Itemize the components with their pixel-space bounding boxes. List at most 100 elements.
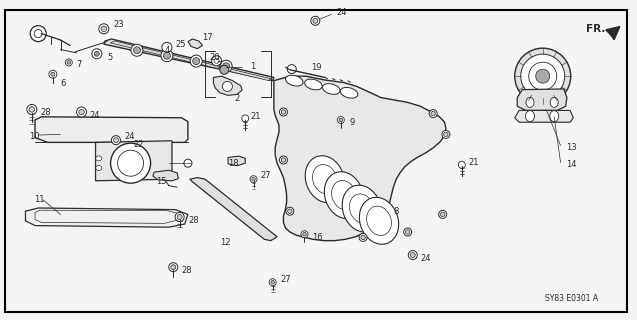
Ellipse shape: [305, 156, 345, 203]
Polygon shape: [515, 110, 573, 122]
Circle shape: [223, 63, 229, 70]
Circle shape: [280, 156, 287, 164]
FancyBboxPatch shape: [5, 10, 627, 312]
Ellipse shape: [332, 180, 356, 210]
Text: 1: 1: [250, 62, 255, 71]
Circle shape: [79, 109, 84, 115]
Text: 15: 15: [156, 177, 166, 186]
Circle shape: [67, 61, 71, 64]
Polygon shape: [35, 117, 188, 142]
Text: SY83 E0301 A: SY83 E0301 A: [545, 294, 598, 303]
Ellipse shape: [550, 111, 559, 122]
Circle shape: [286, 207, 294, 215]
Circle shape: [439, 211, 447, 218]
Text: 8: 8: [394, 207, 399, 216]
Ellipse shape: [304, 79, 322, 90]
Circle shape: [214, 58, 219, 63]
Circle shape: [169, 263, 178, 272]
Text: 27: 27: [280, 275, 291, 284]
Text: 4: 4: [164, 46, 169, 55]
Polygon shape: [104, 39, 274, 81]
Text: 27: 27: [260, 171, 271, 180]
Circle shape: [529, 62, 557, 90]
Text: 5: 5: [107, 53, 112, 62]
Ellipse shape: [322, 84, 340, 94]
Circle shape: [49, 70, 57, 78]
Polygon shape: [213, 76, 242, 95]
Circle shape: [444, 132, 448, 137]
Circle shape: [118, 150, 143, 176]
FancyArrow shape: [606, 27, 620, 40]
Ellipse shape: [342, 185, 382, 232]
Text: 13: 13: [566, 143, 576, 152]
Polygon shape: [110, 41, 271, 81]
Polygon shape: [274, 76, 446, 241]
Circle shape: [66, 59, 72, 66]
Circle shape: [339, 118, 343, 122]
Circle shape: [359, 234, 367, 242]
Polygon shape: [25, 208, 188, 227]
Polygon shape: [190, 178, 277, 241]
Ellipse shape: [285, 75, 303, 86]
Circle shape: [429, 109, 437, 118]
Circle shape: [459, 161, 465, 168]
Circle shape: [313, 18, 318, 23]
Text: 17: 17: [203, 33, 213, 42]
Ellipse shape: [359, 197, 399, 244]
Circle shape: [269, 279, 276, 286]
Ellipse shape: [367, 206, 391, 236]
Ellipse shape: [340, 87, 358, 98]
Circle shape: [441, 212, 445, 217]
Circle shape: [92, 49, 102, 59]
Ellipse shape: [550, 97, 558, 108]
Circle shape: [161, 50, 173, 62]
Circle shape: [406, 230, 410, 234]
Circle shape: [301, 231, 308, 238]
Text: 18: 18: [228, 159, 239, 168]
Text: 28: 28: [188, 216, 199, 225]
Text: 14: 14: [566, 160, 576, 169]
Text: 24: 24: [124, 132, 134, 141]
Circle shape: [131, 44, 143, 56]
Circle shape: [76, 107, 87, 117]
Text: 23: 23: [113, 20, 124, 28]
Circle shape: [222, 81, 233, 92]
Circle shape: [27, 104, 37, 115]
Circle shape: [220, 65, 229, 74]
Circle shape: [520, 54, 565, 98]
Circle shape: [287, 65, 296, 74]
Polygon shape: [188, 39, 203, 49]
Circle shape: [410, 252, 415, 258]
Circle shape: [190, 55, 202, 67]
Text: 19: 19: [311, 63, 321, 72]
Circle shape: [162, 42, 172, 52]
Text: FR.: FR.: [586, 24, 605, 34]
Circle shape: [282, 158, 285, 162]
Circle shape: [175, 212, 184, 221]
Text: 9: 9: [349, 118, 354, 127]
Ellipse shape: [350, 194, 374, 223]
Circle shape: [111, 136, 120, 145]
Circle shape: [338, 116, 344, 124]
Text: 21: 21: [468, 158, 478, 167]
Text: 24: 24: [420, 254, 431, 263]
Circle shape: [30, 26, 47, 42]
Circle shape: [211, 56, 222, 66]
Text: 20: 20: [209, 53, 219, 62]
Text: 25: 25: [175, 40, 185, 49]
Text: 7: 7: [76, 60, 82, 69]
Circle shape: [113, 138, 118, 143]
Text: 28: 28: [182, 266, 192, 275]
Circle shape: [101, 26, 106, 32]
Ellipse shape: [313, 164, 337, 194]
Circle shape: [99, 24, 109, 34]
Text: 16: 16: [312, 233, 323, 242]
Circle shape: [536, 69, 550, 83]
Circle shape: [220, 60, 232, 72]
Ellipse shape: [96, 165, 102, 171]
Circle shape: [242, 115, 248, 122]
Text: 12: 12: [220, 238, 230, 247]
Text: 10: 10: [29, 132, 39, 141]
Ellipse shape: [526, 111, 534, 122]
Polygon shape: [228, 156, 245, 166]
